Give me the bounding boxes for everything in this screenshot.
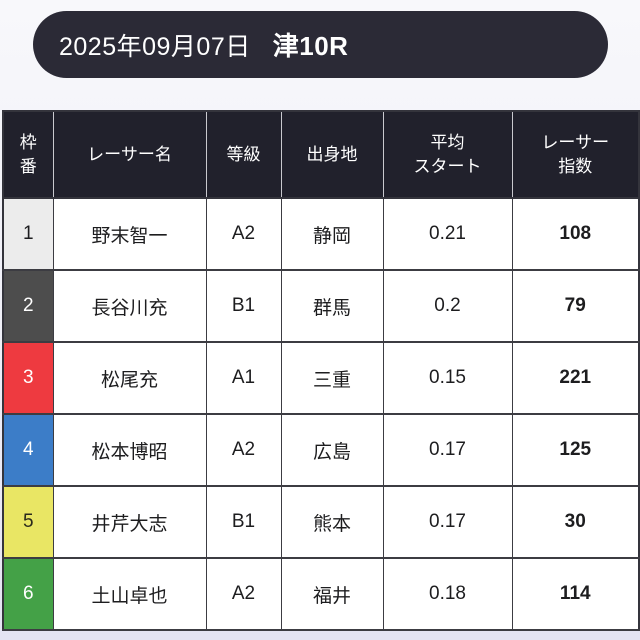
frame-number-cell: 4 xyxy=(2,413,54,487)
racer-name-cell: 松本博昭 xyxy=(52,413,207,487)
frame-number-cell: 5 xyxy=(2,485,54,559)
racer-table: 枠 番 レーサー名 等級 出身地 平均 スタート レーサー 指数 1 野末智一 … xyxy=(2,110,640,631)
column-header-racer-name: レーサー名 xyxy=(52,111,206,199)
racer-index-cell: 221 xyxy=(511,341,640,415)
birthplace-cell: 静岡 xyxy=(280,197,384,271)
racer-index-cell: 30 xyxy=(511,485,640,559)
racer-name-cell: 野末智一 xyxy=(52,197,207,271)
racer-index-cell: 114 xyxy=(511,557,640,631)
grade-cell: A2 xyxy=(205,413,282,487)
racer-name-cell: 土山卓也 xyxy=(52,557,207,631)
avg-start-cell: 0.17 xyxy=(382,485,513,559)
avg-start-cell: 0.17 xyxy=(382,413,513,487)
birthplace-cell: 群馬 xyxy=(280,269,384,343)
frame-number-cell: 2 xyxy=(2,269,54,343)
column-header-racer-index: レーサー 指数 xyxy=(511,111,639,199)
racer-name-cell: 松尾充 xyxy=(52,341,207,415)
birthplace-cell: 福井 xyxy=(280,557,384,631)
birthplace-cell: 広島 xyxy=(280,413,384,487)
grade-cell: A2 xyxy=(205,557,282,631)
racer-name-cell: 井芹大志 xyxy=(52,485,207,559)
racer-index-cell: 79 xyxy=(511,269,640,343)
table-header-row: 枠 番 レーサー名 等級 出身地 平均 スタート レーサー 指数 xyxy=(3,111,639,199)
avg-start-cell: 0.2 xyxy=(382,269,513,343)
frame-number-cell: 1 xyxy=(2,197,54,271)
frame-number-cell: 3 xyxy=(2,341,54,415)
race-name: 津10R xyxy=(272,31,349,61)
grade-cell: B1 xyxy=(205,485,282,559)
avg-start-cell: 0.21 xyxy=(382,197,513,271)
racer-name-cell: 長谷川充 xyxy=(52,269,207,343)
birthplace-cell: 三重 xyxy=(280,341,384,415)
column-header-frame-number: 枠 番 xyxy=(3,111,53,199)
frame-number-cell: 6 xyxy=(2,557,54,631)
avg-start-cell: 0.15 xyxy=(382,341,513,415)
table-row: 6 土山卓也 A2 福井 0.18 114 xyxy=(2,557,640,631)
avg-start-cell: 0.18 xyxy=(382,557,513,631)
column-header-birthplace: 出身地 xyxy=(280,111,383,199)
column-header-grade: 等級 xyxy=(205,111,281,199)
race-date: 2025年09月07日 xyxy=(59,32,251,61)
grade-cell: B1 xyxy=(205,269,282,343)
race-header-bar: 2025年09月07日 津10R xyxy=(33,11,608,78)
grade-cell: A2 xyxy=(205,197,282,271)
birthplace-cell: 熊本 xyxy=(280,485,384,559)
table-row: 5 井芹大志 B1 熊本 0.17 30 xyxy=(2,485,640,559)
table-row: 1 野末智一 A2 静岡 0.21 108 xyxy=(2,197,640,271)
table-row: 2 長谷川充 B1 群馬 0.2 79 xyxy=(2,269,640,343)
grade-cell: A1 xyxy=(205,341,282,415)
racer-index-cell: 125 xyxy=(511,413,640,487)
table-row: 3 松尾充 A1 三重 0.15 221 xyxy=(2,341,640,415)
table-row: 4 松本博昭 A2 広島 0.17 125 xyxy=(2,413,640,487)
column-header-avg-start: 平均 スタート xyxy=(382,111,512,199)
racer-index-cell: 108 xyxy=(511,197,640,271)
